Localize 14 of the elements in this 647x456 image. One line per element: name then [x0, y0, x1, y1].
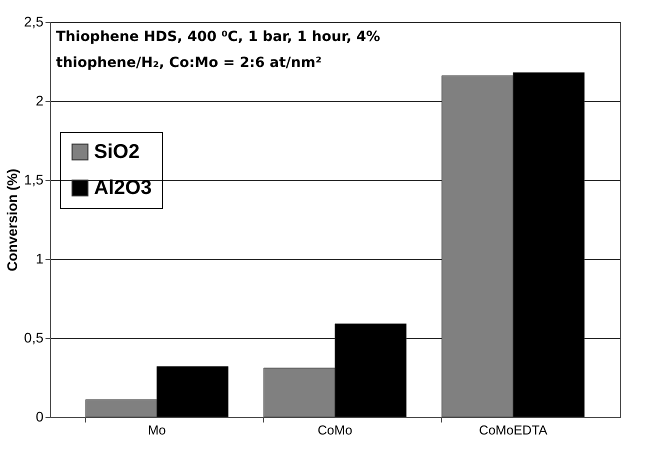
legend-label: Al2O3 — [94, 177, 152, 199]
y-tick-label: 0 — [36, 408, 44, 424]
x-tick-label: Mo — [148, 422, 166, 438]
legend-label: SiO2 — [94, 141, 140, 163]
y-axis-title: Conversion (%) — [4, 168, 20, 272]
x-tick-label: CoMo — [318, 422, 352, 438]
y-tick-label: 2 — [36, 92, 44, 108]
annotation: Thiophene HDS, 400 ⁰C, 1 bar, 1 hour, 4% — [56, 29, 380, 45]
y-tick-label: 2,5 — [24, 14, 44, 30]
y-tick-label: 1 — [36, 250, 44, 266]
y-tick-label: 0,5 — [24, 330, 44, 346]
y-tick-label: 1,5 — [24, 172, 44, 188]
annotation: thiophene/H₂, Co:Mo = 2:6 at/nm² — [56, 55, 322, 71]
x-tick-label: CoMoEDTA — [478, 422, 548, 438]
